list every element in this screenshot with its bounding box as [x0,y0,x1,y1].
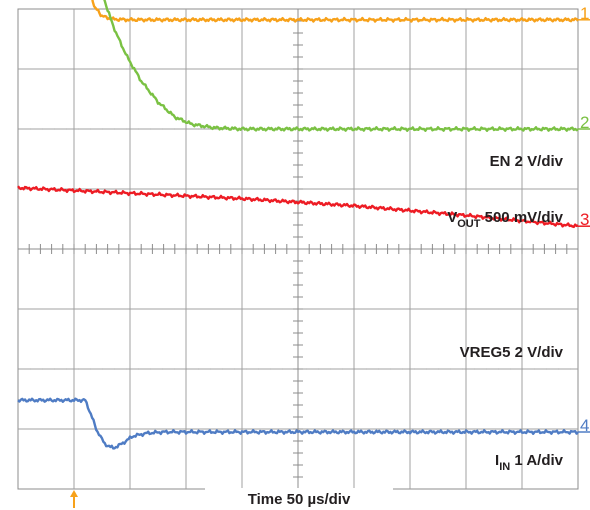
trace-label-ch3: VREG5 2 V/div [460,344,564,361]
trace-label-ch1: EN 2 V/div [490,153,564,170]
label-subscript: IN [499,461,510,473]
traces: 1 2 3 4 [17,0,590,450]
label-main: I [495,452,499,469]
label-tail: 500 mV/div [480,209,563,226]
trigger-time-marker [70,490,78,497]
label-tail: 1 A/div [510,452,563,469]
trace-ch4 [17,397,579,450]
trace-ch2 [103,0,579,132]
channel-number-ch4: 4 [580,416,589,435]
channel-number-ch2: 2 [580,113,589,132]
label-main: VREG5 2 V/div [460,344,564,361]
channel-number-ch3: 3 [580,210,589,229]
trace-label-ch2: VOUT 500 mV/div [447,209,563,230]
label-subscript: OUT [457,218,481,230]
label-main: EN 2 V/div [490,153,564,170]
trace-labels: EN 2 V/div VOUT 500 mV/div VREG5 2 V/div II… [447,153,563,473]
x-label-background [205,488,393,508]
label-main: V [447,209,457,226]
trace-ch3 [17,185,579,229]
markers [70,490,78,508]
channel-number-ch1: 1 [580,4,589,23]
trace-label-ch4: IIN 1 A/div [495,452,564,473]
x-axis-label: Time 50 µs/div [248,491,351,508]
